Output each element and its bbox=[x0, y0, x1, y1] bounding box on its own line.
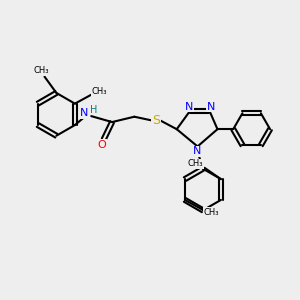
Text: CH₃: CH₃ bbox=[34, 66, 49, 75]
Text: CH₃: CH₃ bbox=[188, 159, 203, 168]
Text: O: O bbox=[97, 140, 106, 150]
Text: CH₃: CH₃ bbox=[92, 87, 107, 96]
Text: N: N bbox=[80, 108, 88, 118]
Text: N: N bbox=[194, 146, 202, 157]
Text: H: H bbox=[90, 105, 97, 115]
Text: N: N bbox=[207, 102, 215, 112]
Text: S: S bbox=[152, 114, 160, 128]
Text: N: N bbox=[184, 102, 193, 112]
Text: CH₃: CH₃ bbox=[203, 208, 219, 217]
